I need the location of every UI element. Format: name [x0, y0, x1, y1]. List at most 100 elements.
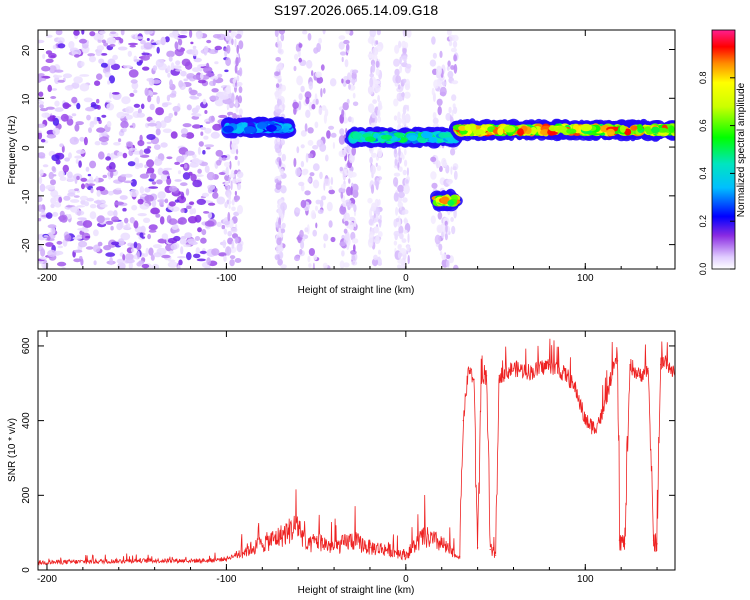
noise-blob — [156, 46, 160, 54]
streak-blob — [274, 254, 281, 261]
signal-blob — [668, 125, 675, 133]
noise-blob — [93, 200, 102, 204]
noise-blob — [136, 112, 145, 118]
noise-blob — [99, 203, 108, 208]
streak-blob — [308, 248, 315, 256]
noise-blob — [157, 167, 164, 176]
noise-blob — [108, 162, 116, 171]
noise-blob — [107, 58, 116, 66]
noise-blob — [129, 92, 135, 97]
snr-point — [423, 535, 425, 538]
x-tick-label: 0 — [403, 273, 409, 284]
noise-blob — [111, 216, 119, 223]
streak-blob — [299, 248, 303, 255]
streak-blob — [371, 111, 377, 119]
streak-blob — [236, 75, 240, 82]
noise-blob — [79, 83, 90, 92]
streak-blob — [437, 211, 443, 220]
streak-blob — [329, 78, 337, 87]
streak-blob — [233, 211, 240, 217]
streak-blob — [224, 181, 229, 187]
noise-blob — [96, 98, 100, 104]
noise-blob — [160, 204, 164, 208]
streak-blob — [341, 56, 344, 63]
streak-blob — [235, 178, 242, 183]
streak-blob — [227, 230, 232, 237]
streak-blob — [397, 117, 403, 125]
noise-blob — [55, 159, 61, 165]
noise-blob — [176, 155, 185, 163]
noise-blob — [54, 69, 64, 73]
noise-blob — [191, 48, 199, 57]
streak-blob — [230, 227, 238, 233]
streak-blob — [398, 252, 403, 257]
colorbar-label: Normalized spectral amplitude — [736, 82, 747, 217]
snr-point — [261, 543, 263, 545]
noise-blob — [64, 103, 72, 108]
streak-blob — [400, 262, 405, 269]
streak-blob — [278, 30, 286, 35]
streak-blob — [369, 73, 375, 78]
noise-blob — [87, 173, 92, 177]
streak-blob — [401, 92, 405, 98]
streak-blob — [277, 40, 282, 51]
noise-blob — [89, 121, 95, 128]
noise-blob — [101, 131, 108, 137]
noise-blob — [45, 50, 53, 55]
noise-blob — [55, 30, 63, 36]
streak-blob — [236, 183, 242, 191]
noise-blob — [79, 136, 85, 142]
noise-blob — [116, 258, 125, 264]
streak-blob — [348, 216, 356, 222]
noise-blob — [210, 131, 220, 139]
noise-blob — [166, 156, 173, 160]
snr-point — [405, 554, 407, 556]
noise-blob — [87, 53, 96, 57]
streak-blob — [453, 63, 458, 74]
streak-blob — [377, 94, 380, 103]
streak-blob — [238, 67, 243, 77]
noise-blob — [218, 114, 228, 119]
noise-blob — [38, 98, 42, 102]
noise-blob — [144, 187, 151, 193]
y-tick-label: 0 — [21, 567, 32, 573]
streak-blob — [231, 199, 235, 206]
noise-blob — [45, 212, 53, 219]
streak-blob — [316, 42, 321, 53]
streak-blob — [312, 179, 320, 189]
signal-blob — [503, 125, 516, 133]
snr-point — [486, 375, 488, 377]
noise-blob — [99, 30, 106, 35]
noise-blob — [180, 208, 185, 213]
noise-blob — [172, 30, 179, 37]
noise-blob — [38, 123, 46, 128]
noise-blob — [192, 74, 201, 80]
noise-blob — [212, 191, 219, 199]
streak-blob — [305, 109, 311, 119]
streak-blob — [448, 40, 453, 47]
signal-blob — [580, 123, 592, 132]
streak-blob — [328, 125, 335, 130]
streak-blob — [276, 108, 282, 114]
streak-blob — [339, 51, 347, 56]
noise-blob — [56, 240, 63, 245]
noise-blob — [180, 246, 184, 255]
streak-blob — [378, 249, 381, 255]
noise-blob — [101, 39, 106, 44]
noise-blob — [89, 55, 96, 63]
x-tick-label: 0 — [403, 574, 409, 585]
signal-blob — [619, 124, 626, 133]
noise-blob — [102, 174, 108, 179]
streak-blob — [352, 69, 359, 74]
noise-blob — [123, 180, 133, 184]
snr-point — [315, 539, 317, 541]
noise-blob — [223, 255, 227, 262]
noise-blob — [45, 242, 54, 247]
noise-blob — [216, 221, 222, 228]
streak-blob — [302, 30, 308, 35]
streak-blob — [453, 264, 459, 269]
streak-blob — [307, 153, 314, 159]
noise-blob — [200, 126, 207, 131]
colorbar-gradient — [712, 30, 735, 269]
noise-blob — [54, 100, 60, 107]
